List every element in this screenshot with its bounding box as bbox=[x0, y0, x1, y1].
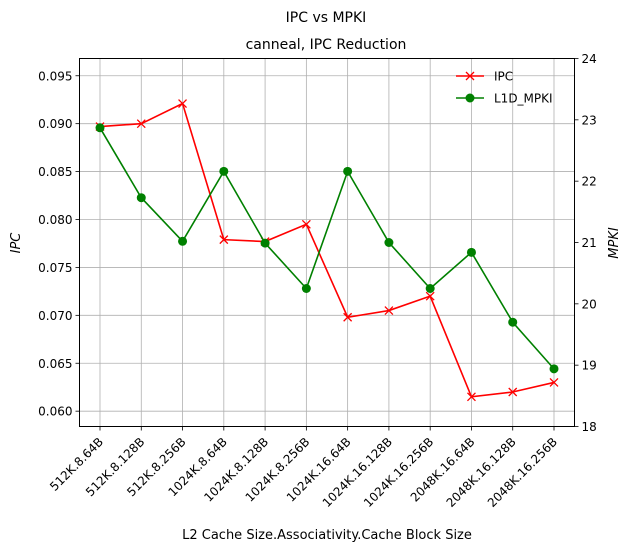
y-tick-label: 0.075 bbox=[38, 261, 72, 275]
data-point bbox=[508, 387, 518, 397]
data-point bbox=[465, 71, 475, 81]
y-tick-label: 0.095 bbox=[38, 69, 72, 83]
data-point bbox=[178, 236, 188, 246]
y2-tick-label: 20 bbox=[582, 297, 597, 311]
data-point bbox=[136, 119, 146, 129]
data-point bbox=[466, 392, 476, 402]
data-point bbox=[219, 235, 229, 245]
chart-title: IPC vs MPKI bbox=[286, 10, 367, 26]
data-point bbox=[549, 377, 559, 387]
x-tick-label: 1024K.16.256B bbox=[361, 435, 436, 510]
y-tick-label: 0.080 bbox=[38, 213, 72, 227]
data-point bbox=[508, 317, 518, 327]
data-point bbox=[384, 238, 394, 247]
x-tick-label: 2048K.16.128B bbox=[444, 435, 519, 510]
series-ipc bbox=[95, 99, 559, 402]
right-axis: 18 19 20 21 22 23 24 bbox=[574, 52, 597, 434]
grid bbox=[79, 58, 575, 427]
legend: IPC L1D_MPKI bbox=[456, 70, 553, 106]
data-point bbox=[549, 364, 559, 374]
y-tick-label: 0.090 bbox=[38, 117, 72, 131]
x-tick-label: 2048K.16.256B bbox=[485, 435, 560, 510]
data-point bbox=[343, 166, 353, 176]
data-point bbox=[343, 312, 353, 322]
y2-axis-label: MPKI bbox=[607, 227, 622, 259]
data-point bbox=[178, 99, 188, 109]
y2-tick-label: 23 bbox=[582, 113, 597, 127]
legend-item: L1D_MPKI bbox=[456, 92, 553, 106]
plot-frame bbox=[79, 58, 575, 427]
data-point bbox=[260, 238, 270, 248]
y2-tick-label: 21 bbox=[582, 236, 597, 250]
legend-item: IPC bbox=[456, 70, 513, 84]
data-point bbox=[301, 284, 311, 293]
x-axis-label: L2 Cache Size.Associativity.Cache Block … bbox=[182, 528, 472, 543]
legend-label: L1D_MPKI bbox=[494, 92, 553, 106]
plot-content bbox=[95, 99, 559, 402]
y-tick-label: 0.085 bbox=[38, 165, 72, 179]
data-point bbox=[136, 193, 146, 203]
y-axis-label: IPC bbox=[9, 232, 24, 254]
left-axis: 0.060 0.065 0.070 0.075 0.080 0.085 0.090 0.095 bbox=[38, 69, 80, 419]
series-l1d-mpki bbox=[95, 123, 559, 374]
y2-tick-label: 19 bbox=[582, 359, 597, 373]
data-point bbox=[425, 291, 435, 301]
series-line bbox=[99, 102, 555, 398]
y2-tick-label: 22 bbox=[582, 175, 597, 189]
legend-label: IPC bbox=[494, 70, 513, 84]
x-axis: 512K.8.64B512K.8.128B512K.8.256B1024K.8.… bbox=[47, 426, 560, 510]
y-tick-label: 0.065 bbox=[38, 357, 72, 371]
x-tick-label: 1024K.16.128B bbox=[320, 435, 395, 510]
chart-subtitle: canneal, IPC Reduction bbox=[246, 37, 407, 53]
data-point bbox=[384, 306, 394, 316]
y2-tick-label: 24 bbox=[582, 52, 597, 66]
data-point bbox=[466, 247, 476, 257]
y-tick-label: 0.060 bbox=[38, 405, 72, 419]
data-point bbox=[95, 123, 105, 133]
data-point bbox=[465, 93, 475, 103]
y2-tick-label: 18 bbox=[582, 420, 597, 434]
series-line bbox=[99, 127, 555, 370]
data-point bbox=[301, 219, 311, 229]
data-point bbox=[219, 166, 229, 176]
data-point bbox=[425, 284, 435, 293]
y-tick-label: 0.070 bbox=[38, 309, 72, 323]
